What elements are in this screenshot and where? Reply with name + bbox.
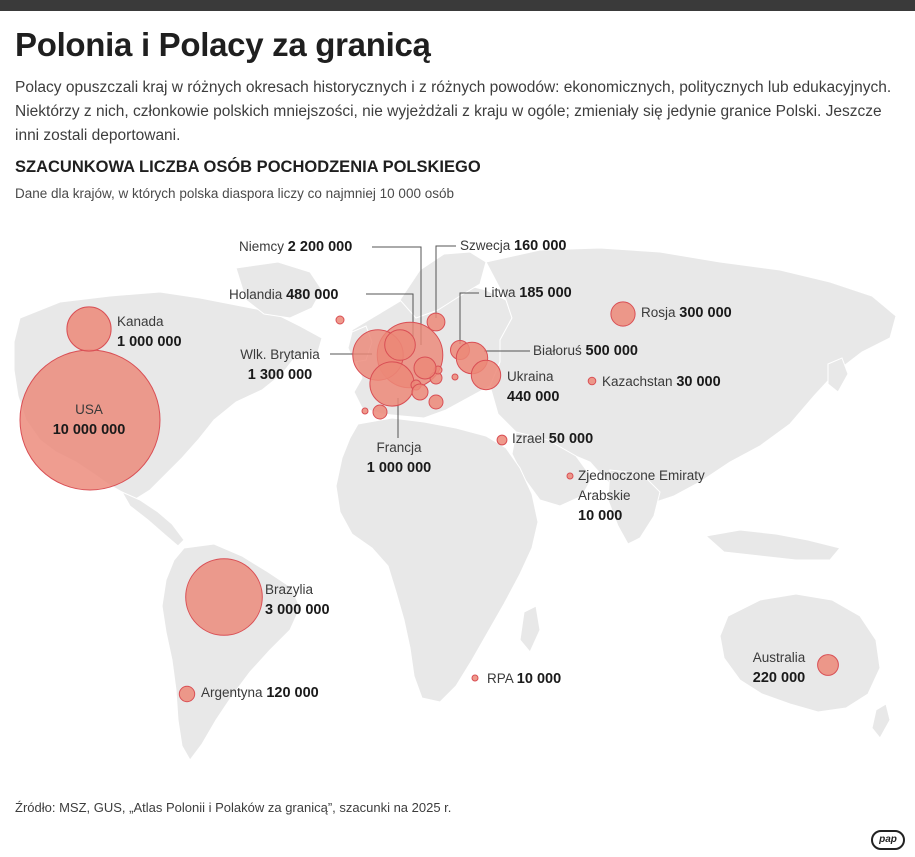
country-value-francja: 1 000 000 [366,460,432,476]
country-value-szwecja: 160 000 [514,238,567,254]
country-name-usa: USA [75,402,103,417]
bubble-rpa [471,674,479,682]
country-name-izrael: Izrael [512,431,546,446]
top-bar [0,0,915,11]
country-name-szwecja: Szwecja [460,238,511,253]
label-bialorus: Białoruś 500 000 [533,341,638,361]
page-title: Polonia i Polacy za granicą [15,26,431,63]
source-note: Źródło: MSZ, GUS, „Atlas Polonii i Polak… [15,800,452,815]
bubble-francja [369,361,415,407]
bubble-kanada [66,306,112,352]
country-name-wlk-brytania: Wlk. Brytania [240,347,320,362]
label-usa: USA 10 000 000 [34,400,144,440]
bubble-izrael [496,434,508,446]
label-wlk-brytania: Wlk. Brytania 1 300 000 [230,345,330,385]
country-name-ukraina: Ukraina [507,369,554,384]
country-value-wlk-brytania: 1 300 000 [247,367,313,383]
country-name-brazylia: Brazylia [265,582,314,597]
bubble-europe-minor [413,356,437,380]
label-litwa: Litwa 185 000 [484,283,572,303]
greenland [235,261,323,319]
country-value-brazylia: 3 000 000 [265,602,330,618]
country-value-izrael: 50 000 [548,431,594,447]
bubble-australia [817,654,839,676]
intro-text: Polacy opuszczali kraj w różnych okresac… [15,79,892,144]
country-name-argentyna: Argentyna [201,685,263,700]
leader-szwecja [435,245,456,318]
country-value-holandia: 480 000 [286,287,339,303]
bubble-brazylia [185,558,263,636]
country-value-ukraina: 440 000 [507,389,560,405]
label-kazachstan: Kazachstan 30 000 [602,372,721,392]
new-zealand [871,703,891,739]
label-rpa: RPA 10 000 [487,669,561,689]
label-argentyna: Argentyna 120 000 [201,683,319,703]
country-name-holandia: Holandia [229,287,283,302]
country-value-zea: 10 000 [578,508,623,524]
label-kanada: Kanada 1 000 000 [117,312,182,352]
country-name-bialorus: Białoruś [533,343,582,358]
bubble-kazachstan [587,376,597,386]
country-name-rosja: Rosja [641,305,676,320]
label-izrael: Izrael 50 000 [512,429,593,449]
country-value-kazachstan: 30 000 [676,374,721,390]
australia-landmass [719,593,881,713]
bubble-europe-minor [361,407,369,415]
map-subtitle: SZACUNKOWA LICZBA OSÓB POCHODZENIA POLSK… [15,158,481,176]
bubble-argentyna [178,685,196,703]
india [607,469,661,545]
country-value-rpa: 10 000 [516,671,562,687]
label-zea: Zjednoczone Emiraty Arabskie 10 000 [578,466,728,526]
label-rosja: Rosja 300 000 [641,303,732,323]
pap-logo: pap [871,830,905,850]
diaspora-bubbles [19,301,839,703]
country-value-rosja: 300 000 [679,305,732,321]
map-note: Dane dla krajów, w których polska diaspo… [15,186,454,201]
country-value-kanada: 1 000 000 [117,334,182,350]
bubble-zjednoczone-emiraty-arabskie [566,472,574,480]
country-name-litwa: Litwa [484,285,516,300]
label-szwecja: Szwecja 160 000 [460,236,566,256]
country-name-zea: Zjednoczone Emiraty Arabskie [578,468,705,503]
country-value-usa: 10 000 000 [52,422,126,438]
bubble-szwecja [426,312,446,332]
bubble-rosja [610,301,636,327]
southeast-asia-islands [704,529,841,561]
label-australia: Australia 220 000 [737,648,821,688]
country-value-australia: 220 000 [752,670,806,686]
label-holandia: Holandia 480 000 [229,285,338,305]
bubble-ukraina [470,359,502,391]
country-value-niemcy: 2 200 000 [287,239,353,255]
country-name-rpa: RPA [487,671,514,686]
country-name-niemcy: Niemcy [239,239,285,254]
bubble-europe-minor [451,373,459,381]
country-name-francja: Francja [376,440,422,455]
japan [827,357,849,393]
leader-niemcy [372,246,422,345]
bubble-europe-minor [411,383,429,401]
country-value-bialorus: 500 000 [585,343,638,359]
leader-litwa [459,292,479,344]
bubble-europe-minor [372,404,388,420]
label-niemcy: Niemcy 2 200 000 [239,237,352,257]
country-value-litwa: 185 000 [519,285,572,301]
asia-landmass [485,247,897,505]
madagascar [519,605,541,653]
bubble-europe-minor [428,394,444,410]
label-ukraina: Ukraina 440 000 [507,367,559,407]
country-name-kazachstan: Kazachstan [602,374,673,389]
country-name-australia: Australia [752,650,806,665]
country-value-argentyna: 120 000 [266,685,319,701]
country-name-kanada: Kanada [117,314,164,329]
label-brazylia: Brazylia 3 000 000 [265,580,330,620]
bubble-holandia [384,329,416,361]
label-francja: Francja 1 000 000 [349,438,449,478]
central-america [120,490,185,547]
bubble-europe-minor [335,315,345,325]
